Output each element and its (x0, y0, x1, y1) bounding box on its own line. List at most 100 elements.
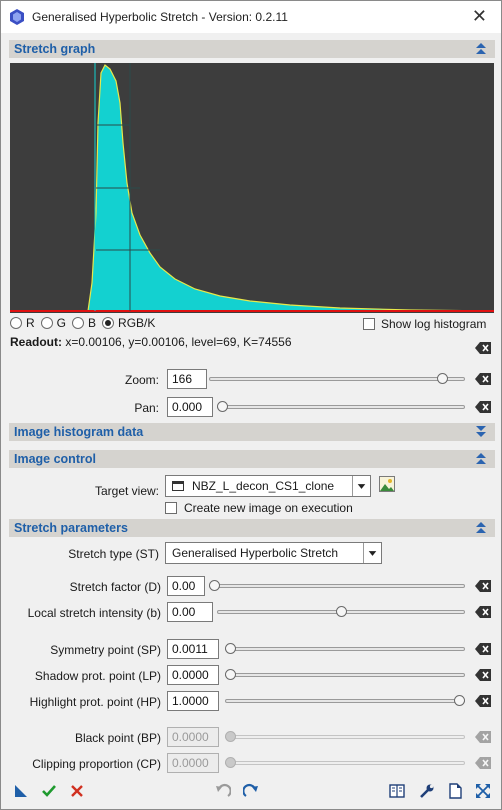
show-log-histogram-label: Show log histogram (381, 317, 487, 331)
radio-rgbk[interactable] (102, 317, 115, 329)
zoom-field[interactable]: 166 (167, 369, 207, 389)
pan-label: Pan: (134, 401, 159, 415)
reset-graph-icon[interactable] (475, 342, 491, 354)
view-picker-icon[interactable] (379, 476, 395, 492)
reset-icon[interactable] (447, 783, 463, 799)
close-button[interactable]: ✕ (471, 6, 487, 26)
radio-rgbk-label: RGB/K (118, 316, 156, 330)
symmetry-point-field[interactable]: 0.0011 (167, 639, 219, 659)
symmetry-point-handle[interactable] (225, 643, 236, 654)
radio-r[interactable] (10, 317, 22, 329)
redo-icon[interactable] (243, 783, 259, 799)
section-image-histogram-data[interactable]: Image histogram data (9, 423, 495, 441)
section-title: Image control (14, 452, 96, 466)
chevron-down-icon[interactable] (352, 476, 370, 496)
section-title: Stretch parameters (14, 521, 128, 535)
app-icon (10, 9, 24, 25)
new-instance-icon[interactable] (13, 783, 29, 799)
stretch-factor-label: Stretch factor (D) (69, 580, 161, 594)
reset-highlight-protection-icon[interactable] (475, 695, 491, 707)
shadow-protection-handle[interactable] (225, 669, 236, 680)
expand-section-icon[interactable] (475, 425, 487, 439)
show-log-histogram[interactable]: Show log histogram (363, 317, 486, 331)
clipping-proportion-handle (225, 757, 236, 768)
window-title: Generalised Hyperbolic Stretch - Version… (32, 10, 288, 24)
radio-r-label: R (26, 316, 35, 330)
channel-selector: R G B RGB/K (10, 316, 161, 330)
stretch-factor-field[interactable]: 0.00 (167, 576, 205, 596)
local-stretch-label: Local stretch intensity (b) (27, 606, 161, 620)
section-title: Image histogram data (14, 425, 144, 439)
reset-symmetry-point-icon[interactable] (475, 643, 491, 655)
create-new-image-checkbox[interactable] (165, 502, 177, 514)
highlight-protection-handle[interactable] (454, 695, 465, 706)
stretch-factor-slider[interactable] (209, 580, 465, 591)
shadow-protection-label: Shadow prot. point (LP) (34, 669, 161, 683)
documentation-icon[interactable] (389, 783, 405, 799)
window-icon (172, 481, 184, 491)
highlight-protection-slider[interactable] (225, 695, 465, 706)
clipping-proportion-label: Clipping proportion (CP) (32, 757, 161, 771)
symmetry-point-slider[interactable] (225, 643, 465, 654)
stretch-type-value: Generalised Hyperbolic Stretch (172, 546, 339, 560)
title-bar: Generalised Hyperbolic Stretch - Version… (1, 1, 501, 33)
collapse-icon[interactable] (475, 42, 487, 56)
collapse-icon[interactable] (475, 521, 487, 535)
shadow-protection-field[interactable]: 0.0000 (167, 665, 219, 685)
stretch-type-label: Stretch type (ST) (68, 547, 159, 561)
preferences-icon[interactable] (419, 783, 435, 799)
reset-black-point-icon (475, 731, 491, 743)
histogram-area (87, 64, 495, 312)
zoom-slider-handle[interactable] (436, 373, 448, 384)
reset-pan-icon[interactable] (475, 401, 491, 413)
target-view-combo[interactable]: NBZ_L_decon_CS1_clone (165, 475, 371, 497)
target-view-label: Target view: (94, 484, 159, 498)
stretch-factor-handle[interactable] (209, 580, 220, 591)
reset-clipping-proportion-icon (475, 757, 491, 769)
reset-local-stretch-icon[interactable] (475, 606, 491, 618)
create-new-image[interactable]: Create new image on execution (165, 501, 353, 515)
expand-icon[interactable] (475, 783, 491, 799)
clipping-proportion-slider (225, 757, 465, 768)
symmetry-point-label: Symmetry point (SP) (50, 643, 161, 657)
black-point-field: 0.0000 (167, 727, 219, 747)
section-title: Stretch graph (14, 42, 96, 56)
reset-shadow-protection-icon[interactable] (475, 669, 491, 681)
cancel-icon[interactable] (69, 783, 85, 799)
pan-field[interactable]: 0.000 (167, 397, 213, 417)
section-image-control[interactable]: Image control (9, 450, 495, 468)
undo-icon[interactable] (215, 783, 231, 799)
local-stretch-handle[interactable] (335, 606, 347, 617)
radio-g[interactable] (40, 317, 53, 329)
stretch-type-combo[interactable]: Generalised Hyperbolic Stretch (165, 542, 382, 564)
pan-slider-handle[interactable] (217, 401, 228, 412)
zoom-slider[interactable] (209, 373, 465, 384)
shadow-protection-slider[interactable] (225, 669, 465, 680)
local-stretch-slider[interactable] (217, 606, 465, 617)
black-point-handle (225, 731, 236, 742)
highlight-protection-label: Highlight prot. point (HP) (29, 695, 161, 709)
section-stretch-parameters[interactable]: Stretch parameters (9, 519, 495, 537)
highlight-protection-field[interactable]: 1.0000 (167, 691, 219, 711)
readout-label: Readout: (10, 335, 62, 349)
radio-b[interactable] (72, 317, 85, 329)
stretch-graph[interactable] (10, 63, 495, 313)
target-view-value: NBZ_L_decon_CS1_clone (192, 479, 335, 493)
reset-stretch-factor-icon[interactable] (475, 580, 491, 592)
histogram-plot (10, 63, 495, 312)
zoom-label: Zoom: (124, 373, 159, 387)
readout: Readout: x=0.00106, y=0.00106, level=69,… (10, 335, 292, 349)
chevron-down-icon[interactable] (363, 543, 381, 563)
black-point-label: Black point (BP) (74, 731, 161, 745)
pan-slider[interactable] (217, 401, 465, 412)
readout-value: x=0.00106, y=0.00106, level=69, K=74556 (65, 335, 292, 349)
create-new-image-label: Create new image on execution (184, 501, 353, 515)
reset-zoom-icon[interactable] (475, 373, 491, 385)
local-stretch-field[interactable]: 0.00 (167, 602, 213, 622)
radio-b-label: B (88, 316, 97, 330)
collapse-icon[interactable] (475, 452, 487, 466)
show-log-histogram-checkbox[interactable] (363, 318, 375, 330)
apply-icon[interactable] (41, 783, 57, 799)
section-stretch-graph[interactable]: Stretch graph (9, 40, 495, 58)
